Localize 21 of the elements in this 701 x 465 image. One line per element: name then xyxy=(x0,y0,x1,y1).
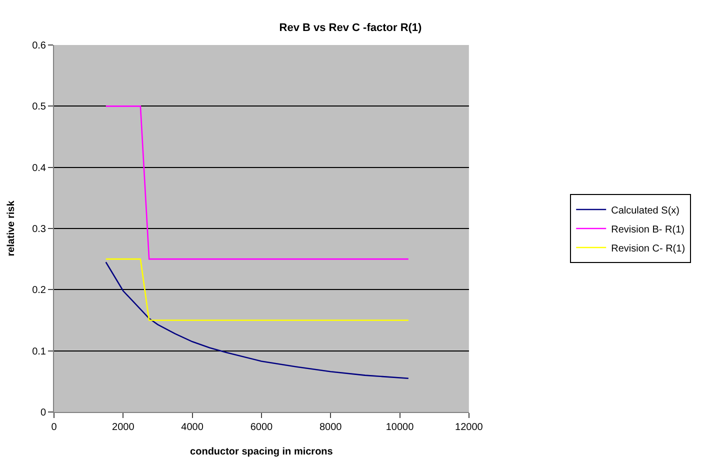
legend-label: Calculated S(x) xyxy=(611,205,680,216)
legend-label: Revision C- R(1) xyxy=(611,243,686,254)
legend-label: Revision B- R(1) xyxy=(611,224,684,236)
y-tick-label: 0.6 xyxy=(32,40,46,52)
x-tick-label: 2000 xyxy=(112,422,135,433)
x-tick-label: 6000 xyxy=(250,422,274,433)
x-axis-title: conductor spacing in microns xyxy=(190,446,334,458)
y-axis-title: relative risk xyxy=(6,200,18,256)
x-tick-label: 0 xyxy=(51,422,58,433)
x-tick-label: 12000 xyxy=(455,422,484,433)
line-series xyxy=(105,261,410,380)
y-tick-label: 0.5 xyxy=(32,102,46,113)
y-tick-label: 0.1 xyxy=(32,346,46,358)
y-tick-label: 0.3 xyxy=(32,224,46,235)
y-tick-label: 0.4 xyxy=(32,162,46,174)
y-tick-label: 0 xyxy=(40,408,46,418)
chart-title: Rev B vs Rev C -factor R(1) xyxy=(279,22,422,34)
x-tick-label: 4000 xyxy=(181,422,204,433)
x-tick-label: 8000 xyxy=(319,422,342,433)
x-tick-label: 10000 xyxy=(386,422,414,433)
y-tick-label: 0.2 xyxy=(32,285,46,296)
